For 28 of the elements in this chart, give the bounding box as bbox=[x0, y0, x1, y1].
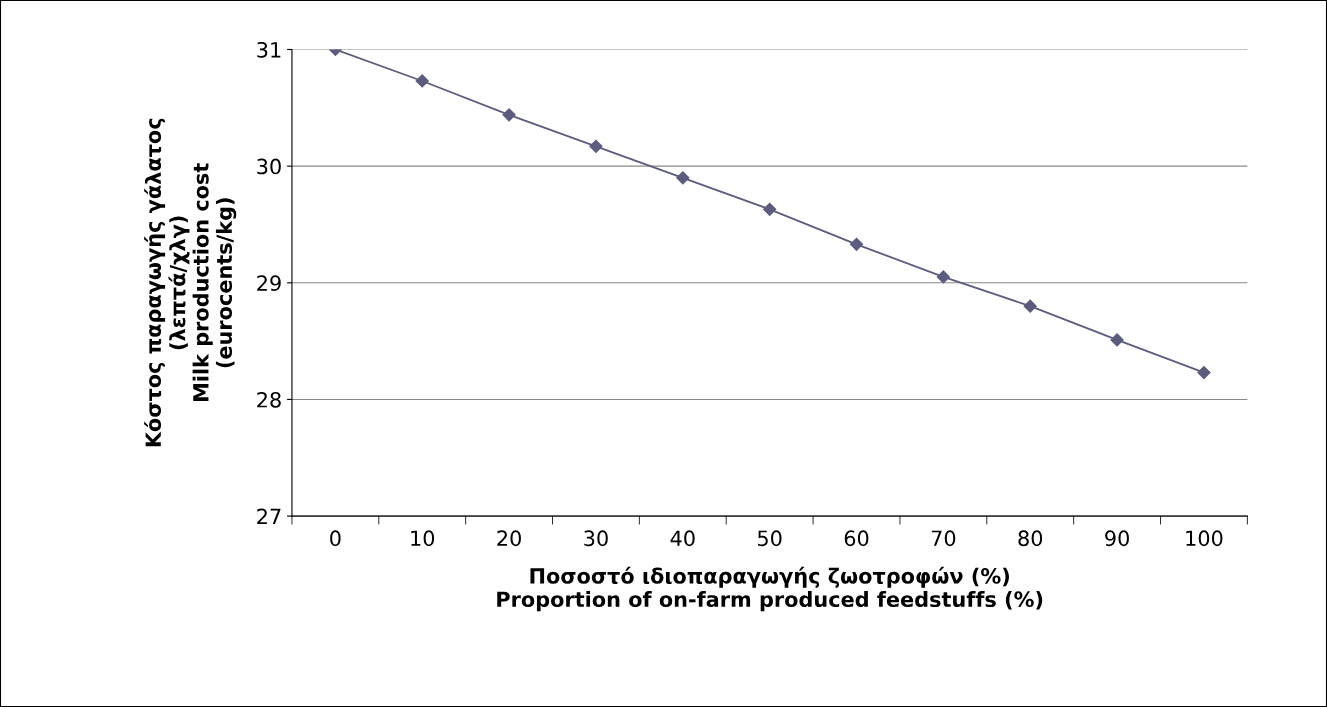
point bbox=[763, 202, 777, 216]
x-tick-label: 80 bbox=[1018, 530, 1043, 547]
point bbox=[676, 171, 690, 185]
point bbox=[1023, 299, 1037, 313]
x-tick-label: 10 bbox=[411, 530, 435, 547]
x-tick-label: 60 bbox=[844, 530, 869, 547]
point bbox=[415, 74, 429, 88]
x-tick-label: 70 bbox=[931, 530, 956, 547]
x-tick-label: 100 bbox=[1186, 530, 1223, 547]
x-tick-label: 30 bbox=[584, 530, 608, 547]
y-tick-label: 31 bbox=[257, 41, 281, 58]
point bbox=[502, 108, 516, 122]
point bbox=[589, 139, 603, 153]
y-tick-label: 28 bbox=[257, 391, 281, 408]
x-tick-label: 0 bbox=[330, 530, 341, 547]
x-tick-label: 20 bbox=[497, 530, 521, 547]
y-tick-label: 30 bbox=[257, 158, 281, 175]
y-tick-label: 27 bbox=[257, 508, 281, 525]
point bbox=[1110, 333, 1124, 347]
point bbox=[1197, 366, 1211, 380]
x-tick-label: 40 bbox=[670, 530, 695, 547]
x-tick-label: 90 bbox=[1105, 530, 1129, 547]
y-axis-title: Κόστος παραγωγής γάλατος (λεπτά/χλγ) Milk production cost (eurocents/kg) bbox=[144, 118, 237, 447]
x-axis-title: Ποσοστό ιδιοπαραγωγής ζωοτροφών (%) Proportion of on-farm produced feedstuffs (%) bbox=[497, 566, 1043, 612]
point bbox=[936, 270, 950, 284]
y-tick-label: 29 bbox=[257, 275, 281, 292]
x-tick-label: 50 bbox=[758, 530, 782, 547]
point bbox=[849, 237, 864, 251]
